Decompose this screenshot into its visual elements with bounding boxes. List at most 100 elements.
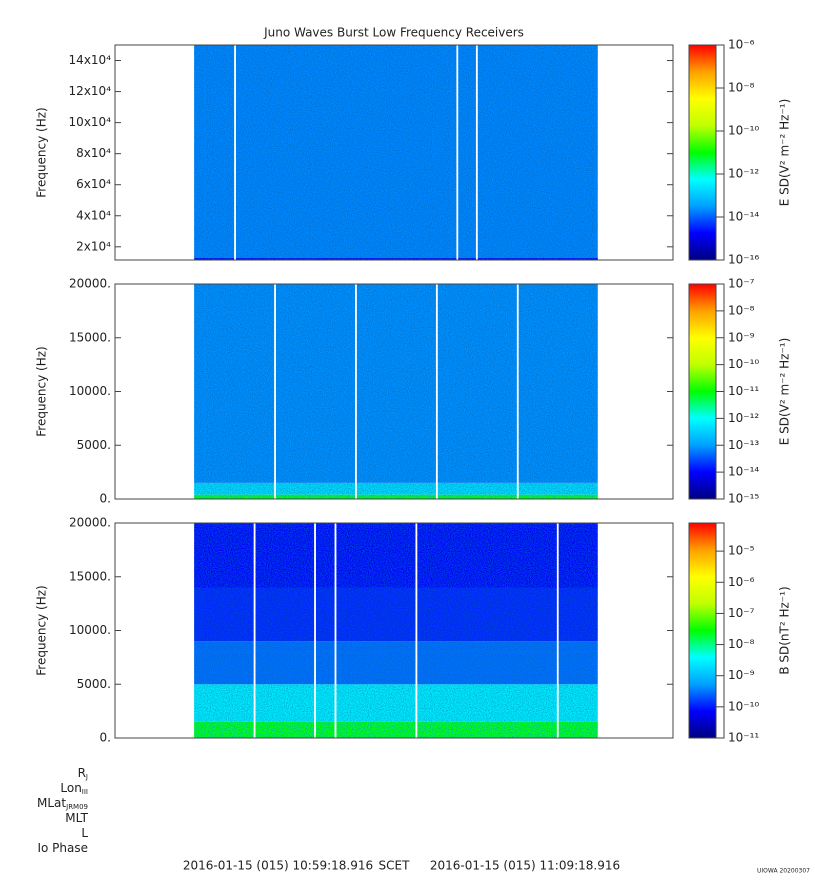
ephemeris-label-text: Io Phase [37,841,88,855]
colorbar-tick-label: 10⁻⁷ [728,277,755,291]
heatmap-cell [558,684,598,722]
y-tick-label: 15000. [69,330,111,344]
colorbar-label: E SD(V² m⁻² Hz⁻¹) [778,99,792,207]
heatmap-cell [255,641,315,685]
colorbar-tick-label: 10⁻⁷ [728,606,755,620]
heatmap-cell [194,482,275,495]
y-tick-label: 15000. [69,569,111,583]
colorbar-tick-label: 10⁻¹⁵ [728,492,759,506]
heatmap-cell [315,587,335,642]
y-tick-label: 5000. [77,677,111,691]
heatmap-cell [417,523,557,588]
ephemeris-label: RJ [78,766,88,782]
heatmap-cell [194,284,275,483]
heatmap-cell [477,257,598,260]
heatmap-cell [315,721,335,738]
y-axis-label: Frequency (Hz) [35,107,49,198]
heatmap-cell [458,45,476,258]
heatmap-cell [315,641,335,685]
y-tick-label: 12x10⁴ [69,84,112,98]
heatmap-cell [417,721,557,738]
heatmap-cell [194,45,235,258]
y-tick-label: 10000. [69,384,111,398]
y-axis-label: Frequency (Hz) [35,346,49,437]
spectrogram [194,523,598,738]
heatmap-cell [417,684,557,722]
ephemeris-label-sub: J [85,773,88,781]
colorbar-tick-label: 10⁻⁸ [728,637,755,651]
heatmap-cell [437,482,517,495]
colorbar-tick-label: 10⁻¹⁰ [728,124,759,138]
heatmap-cell [255,684,315,722]
heatmap-cell [235,45,457,258]
y-tick-label: 2x10⁴ [76,239,111,253]
ephemeris-label-text: MLT [65,811,88,825]
heatmap-cell [194,587,254,642]
ephemeris-label-sub: III [82,788,88,796]
colorbar-axis [715,522,725,739]
heatmap-cell [558,641,598,685]
heatmap-cell [518,494,598,499]
ephemeris-label: MLatJRM09 [37,796,88,812]
ephemeris-label-text: L [81,826,88,840]
heatmap-cell [336,641,416,685]
colorbar-tick-label: 10⁻¹¹ [728,731,759,745]
heatmap-cell [558,721,598,738]
spectrogram [194,45,598,260]
colorbar-tick-label: 10⁻¹⁶ [728,253,759,267]
heatmap-cell [518,482,598,495]
heatmap-cell [315,684,335,722]
colorbar-tick-label: 10⁻¹⁰ [728,357,759,371]
colorbar-tick-label: 10⁻⁶ [728,575,755,589]
colorbar-tick-label: 10⁻⁵ [728,544,755,558]
colorbar-label: B SD(nT² Hz⁻¹) [778,586,792,674]
colorbar [688,283,717,500]
heatmap-cell [194,641,254,685]
heatmap-cell [336,587,416,642]
colorbar-label: E SD(V² m⁻² Hz⁻¹) [778,338,792,446]
y-tick-label: 0. [100,492,111,506]
colorbar-tick-label: 10⁻⁶ [728,38,755,52]
ephemeris-label-text: Lon [60,781,81,795]
colorbar [688,44,717,261]
spectrogram [194,284,598,499]
heatmap-cell [336,684,416,722]
heatmap-cell [315,523,335,588]
y-tick-label: 6x10⁴ [76,177,111,191]
heatmap-cell [437,494,517,499]
colorbar-tick-label: 10⁻¹² [728,411,759,425]
heatmap-cell [194,257,235,260]
colorbar-tick-label: 10⁻⁸ [728,303,755,317]
plot-frame [114,44,674,261]
colorbar-tick-label: 10⁻⁹ [728,330,755,344]
ephemeris-label-text: R [78,766,86,780]
y-tick-label: 10x10⁴ [69,115,112,129]
heatmap-cell [275,494,356,499]
heatmap-cell [558,587,598,642]
footer-end: 2016-01-15 (015) 11:09:18.916 [430,859,620,873]
footer-frame: SCET [379,859,411,873]
heatmap-cell [356,284,436,483]
y-tick-label: 0. [100,731,111,745]
colorbar-tick-label: 10⁻¹⁴ [728,210,759,224]
heatmap-cell [194,721,254,738]
heatmap-cell [194,684,254,722]
heatmap-cell [275,284,356,483]
y-tick-label: 4x10⁴ [76,208,111,222]
colorbar-tick-label: 10⁻¹⁰ [728,699,759,713]
credit: UIOWA 20200307 [757,868,810,875]
heatmap-cell [458,257,476,260]
colorbar-tick-label: 10⁻¹¹ [728,384,759,398]
heatmap-cell [356,494,436,499]
heatmap-cell [194,494,275,499]
heatmap-cell [417,587,557,642]
heatmap-cell [336,523,416,588]
ephemeris-label-sub: JRM09 [65,803,88,811]
heatmap-cell [518,284,598,483]
heatmap-cell [437,284,517,483]
colorbar-axis [715,44,725,261]
colorbar-tick-label: 10⁻⁹ [728,668,755,682]
y-tick-label: 20000. [69,277,111,291]
ephemeris-label: MLT [65,811,88,825]
heatmap-cell [255,721,315,738]
